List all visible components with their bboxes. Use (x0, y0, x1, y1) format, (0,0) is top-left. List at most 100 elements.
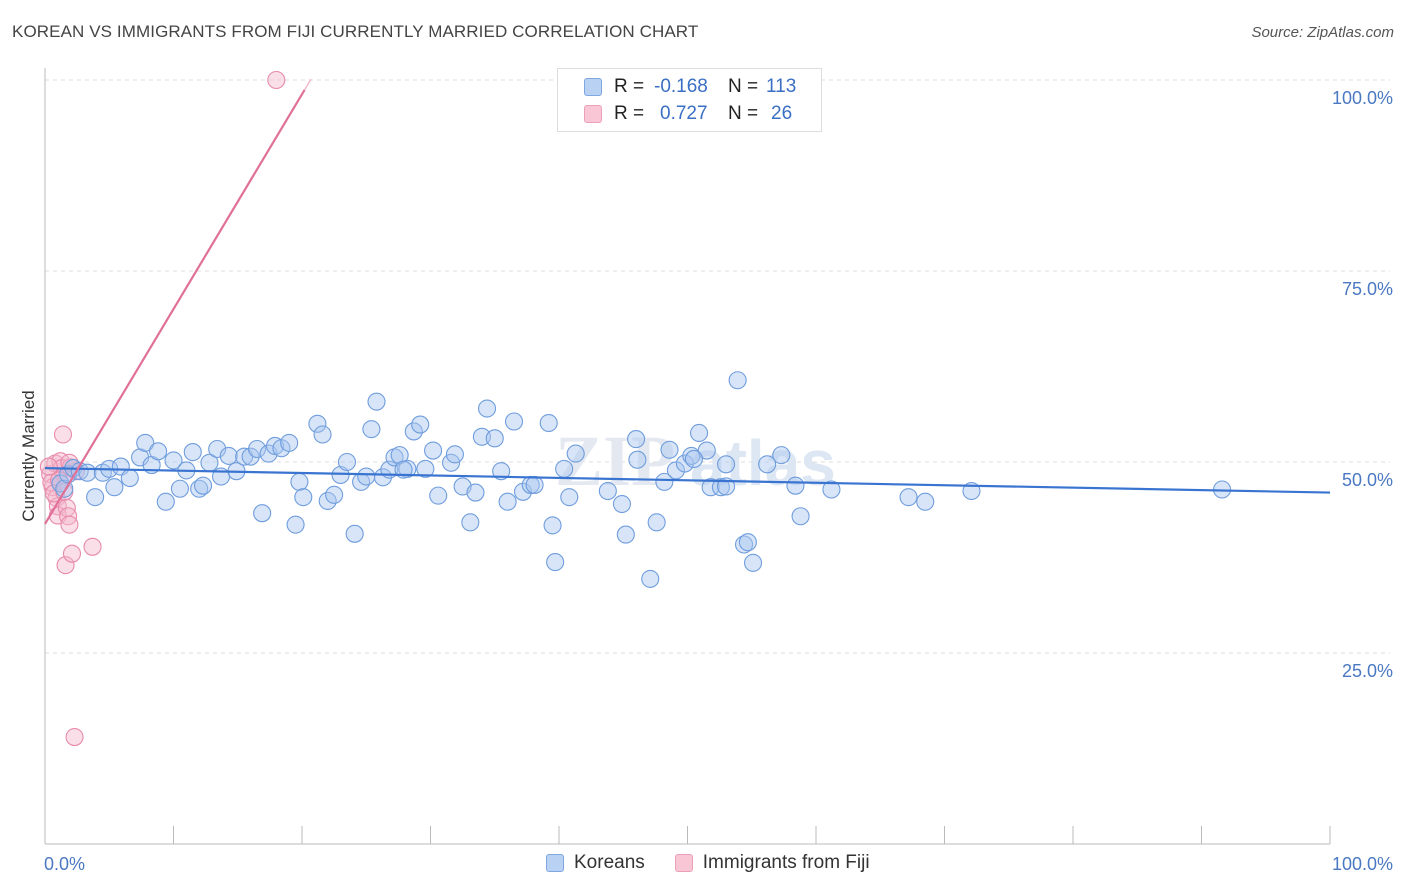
korean-point-56 (411, 415, 430, 434)
korean-point-39 (308, 414, 327, 433)
korean-point-44 (337, 452, 357, 472)
korean-point-24 (208, 439, 227, 459)
fiji-point-13 (60, 515, 79, 534)
korean-point-49 (367, 392, 386, 411)
fiji-point-18 (267, 70, 286, 90)
korean-point-73 (525, 475, 544, 494)
korean-point-31 (253, 504, 272, 523)
korean-point-84 (628, 450, 647, 469)
x-tick-label-1: 100.0% (1332, 854, 1393, 874)
korean-point-17 (164, 451, 183, 470)
fiji-point-15 (62, 544, 82, 563)
r-label: R = (614, 103, 645, 124)
korean-point-13 (136, 433, 155, 452)
fiji-swatch (584, 105, 602, 123)
source-label: Source: ZipAtlas.com (1251, 24, 1394, 41)
n-label: N = (728, 103, 759, 124)
series-fiji (39, 70, 286, 747)
korean-point-4 (70, 462, 89, 481)
korean-point-16 (156, 492, 175, 511)
korean-point-67 (485, 429, 504, 448)
korean-point-20 (183, 443, 202, 462)
korean-point-30 (247, 439, 267, 459)
korean-point-96 (716, 455, 736, 474)
korean-point-5 (78, 463, 97, 482)
n-label: N = (728, 76, 759, 97)
r-value: 0.727 (660, 103, 708, 124)
korean-point-105 (822, 480, 841, 499)
korean-point-63 (461, 513, 480, 532)
fiji-legend-label: Immigrants from Fiji (702, 852, 870, 873)
korean-point-53 (390, 446, 409, 465)
chart-title: KOREAN VS IMMIGRANTS FROM FIJI CURRENTLY… (12, 22, 699, 41)
korean-point-76 (546, 553, 565, 572)
korean-point-61 (445, 445, 464, 464)
fiji-point-17 (83, 537, 102, 556)
r-label: R = (614, 76, 645, 97)
series-legend: Koreans Immigrants from Fiji (546, 852, 900, 874)
korean-point-81 (612, 494, 632, 514)
x-tick-label-0: 0.0% (44, 854, 85, 874)
trend-lines (44, 78, 1331, 525)
korean-point-97 (728, 371, 747, 390)
n-value: 113 (766, 76, 797, 97)
korean-point-99 (738, 533, 757, 552)
fiji-point-8 (53, 425, 73, 444)
fiji-trend-line (44, 89, 306, 525)
korean-point-74 (539, 413, 558, 433)
korean-point-22 (194, 476, 213, 495)
korean-point-110 (684, 449, 703, 468)
korean-point-18 (170, 479, 189, 498)
korean-point-50 (373, 468, 393, 487)
korean-point-69 (498, 492, 517, 511)
korean-point-88 (660, 440, 679, 459)
korean-point-59 (429, 486, 448, 505)
korean-point-85 (641, 569, 660, 588)
korean-point-80 (598, 481, 617, 501)
korean-point-26 (219, 446, 238, 465)
n-value: 26 (771, 103, 793, 124)
watermark-atlas: atlas (690, 427, 836, 499)
y-tick-label-0: 25.0% (1342, 661, 1393, 681)
korean-point-36 (286, 515, 305, 534)
korean-point-75 (543, 516, 562, 535)
korean-point-90 (675, 454, 694, 473)
korean-point-102 (772, 446, 791, 465)
korean-point-42 (325, 485, 344, 504)
y-tick-labels: 25.0% 50.0% 75.0% 100.0% (1332, 88, 1393, 681)
korean-point-87 (655, 472, 674, 491)
legend-item-fiji: Immigrants from Fiji (674, 852, 870, 874)
fiji-point-24 (39, 457, 58, 476)
y-tick-label-2: 75.0% (1342, 279, 1393, 299)
korean-point-101 (758, 455, 777, 474)
korean-point-47 (357, 467, 376, 486)
fiji-trend-extension (303, 78, 312, 91)
korean-point-70 (504, 412, 524, 431)
x-tick-labels: 0.0% 100.0% (44, 854, 1393, 874)
korean-point-92 (690, 423, 709, 443)
korean-point-104 (791, 507, 810, 526)
legend-row-fiji: R = 0.727 N = 26 (584, 101, 792, 127)
koreans-swatch (584, 78, 602, 96)
korean-point-64 (466, 483, 485, 502)
korean-point-55 (404, 422, 423, 441)
series-koreans (51, 371, 1232, 588)
korean-point-107 (916, 492, 935, 511)
y-tick-label-3: 100.0% (1332, 88, 1393, 108)
y-axis-label: Currently Married (19, 390, 38, 521)
legend-row-koreans: R = -0.168 N = 113 (584, 74, 796, 100)
korean-point-9 (105, 478, 124, 497)
koreans-legend-swatch (546, 854, 564, 872)
korean-point-58 (424, 441, 443, 460)
korean-point-29 (241, 447, 260, 466)
korean-point-71 (513, 482, 533, 501)
korean-point-11 (120, 468, 139, 488)
korean-point-94 (701, 478, 720, 497)
koreans-legend-label: Koreans (574, 852, 645, 873)
korean-point-40 (313, 425, 332, 444)
watermark-zip: ZIP (555, 421, 675, 501)
koreans-trend-line (44, 467, 1331, 494)
korean-point-86 (647, 513, 666, 532)
korean-point-83 (627, 430, 646, 449)
